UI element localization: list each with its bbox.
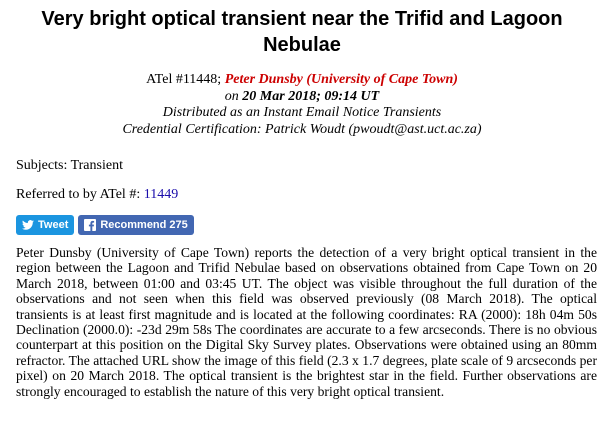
author: Peter Dunsby (University of Cape Town) [224,72,458,87]
subjects: Subjects: Transient [16,158,123,173]
body-text: Peter Dunsby (University of Cape Town) r… [16,245,597,399]
referred-label: Referred to by ATel #: [16,187,141,202]
share-buttons: Tweet Recommend 275 [16,215,588,235]
meta: Subjects: Transient Referred to by ATel … [16,158,588,203]
tweet-button[interactable]: Tweet [16,215,75,235]
distribution: Distributed as an Instant Email Notice T… [162,105,442,120]
twitter-icon [22,220,34,230]
date-prefix: on [224,88,239,104]
recommend-label: Recommend 275 [100,219,188,231]
credential: Credential Certification: Patrick Woudt … [122,121,482,137]
title: Very bright optical transient near the T… [41,8,563,56]
facebook-icon [84,219,97,231]
recommend-button[interactable]: Recommend 275 [78,215,194,235]
referred: Referred to by ATel #: 11449 [16,187,588,203]
atel-number: ATel #11448; [146,72,222,87]
header-info: ATel #11448; Peter Dunsby (University of… [0,72,604,138]
date: 20 Mar 2018; 09:14 UT [242,88,380,104]
referred-link[interactable]: 11449 [143,187,179,202]
tweet-label: Tweet [38,219,69,231]
